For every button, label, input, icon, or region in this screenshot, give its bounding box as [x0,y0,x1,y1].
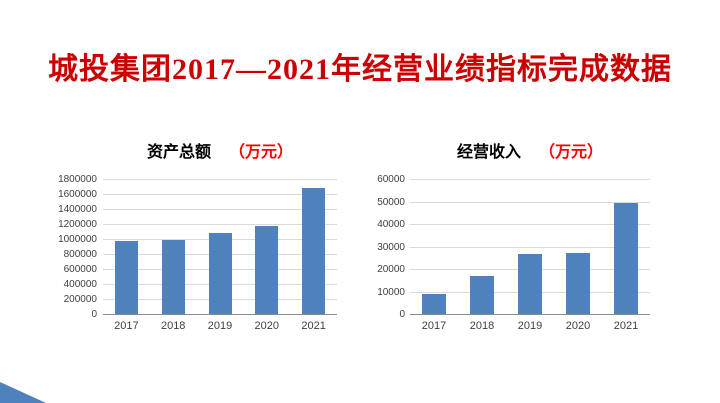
y-axis-tick-label: 400000 [63,279,97,290]
y-axis-tick-label: 1600000 [58,189,97,200]
x-axis-tick-label: 2017 [421,320,447,332]
right-chart-unit-label: （万元） [539,144,604,161]
bar-2021 [302,188,326,315]
x-axis-tick-label: 2019 [207,320,233,332]
gridline [103,179,337,180]
x-axis-line [410,314,650,315]
left-chart-title-text: 资产总额 [146,144,211,161]
x-axis-tick-label: 2018 [160,320,186,332]
y-axis-tick-label: 200000 [63,294,97,305]
bar-2017 [422,294,446,315]
left-chart-unit-label: （万元） [229,144,294,161]
left-chart-plot-area [103,179,337,315]
right-chart-x-axis-labels: 2017 2018 2019 2020 2021 [410,319,650,333]
left-chart-x-axis-labels: 2017 2018 2019 2020 2021 [103,319,337,333]
x-axis-tick-label: 2020 [254,320,280,332]
bar-2020 [566,252,590,315]
left-chart-title: 资产总额 （万元） [103,138,337,161]
right-chart-title-text: 经营收入 [456,144,521,161]
y-axis-tick-label: 50000 [377,196,405,208]
gridline [410,246,650,248]
x-axis-tick-label: 2017 [114,320,139,332]
gridline [103,224,337,225]
right-chart-y-axis-labels: 0 10000 20000 30000 40000 50000 60000 [362,174,405,320]
corner-accent-shape [0,382,46,403]
y-axis-tick-label: 20000 [377,264,405,275]
slide-title: 城投集团2017—2021年经营业绩指标完成数据 [48,53,672,86]
x-axis-line [103,314,337,315]
y-axis-tick-label: 800000 [63,249,97,260]
gridline [103,194,337,195]
x-axis-tick-label: 2021 [301,320,326,332]
y-axis-tick-label: 60000 [377,174,405,185]
y-axis-tick-label: 600000 [63,264,97,275]
y-axis-tick-label: 40000 [377,219,405,230]
gridline [103,209,337,210]
bar-2017 [114,240,138,315]
x-axis-tick-label: 2021 [613,320,639,332]
gridline [410,224,650,225]
bar-2018 [161,240,185,315]
y-axis-tick-label: 30000 [377,241,405,253]
bar-2018 [470,276,494,315]
right-chart-title: 经营收入 （万元） [410,138,650,161]
x-axis-tick-label: 2020 [565,320,591,332]
left-chart-y-axis-labels: 0 200000 400000 600000 800000 1000000 1200000 1… [40,174,97,320]
y-axis-tick-label: 1400000 [58,204,97,215]
bar-2020 [255,225,279,315]
y-axis-tick-label: 10000 [377,286,405,298]
x-axis-tick-label: 2019 [517,320,543,332]
y-axis-tick-label: 1200000 [58,219,97,230]
gridline [410,201,650,203]
bar-2019 [208,232,232,315]
y-axis-tick-label: 1800000 [58,174,97,185]
right-chart-plot-area [410,179,650,315]
gridline [410,179,650,180]
x-axis-tick-label: 2018 [469,320,495,332]
bar-2021 [614,203,638,315]
y-axis-tick-label: 0 [399,309,405,320]
y-axis-tick-label: 1000000 [58,234,97,245]
bar-2019 [518,254,542,315]
y-axis-tick-label: 0 [91,309,97,320]
